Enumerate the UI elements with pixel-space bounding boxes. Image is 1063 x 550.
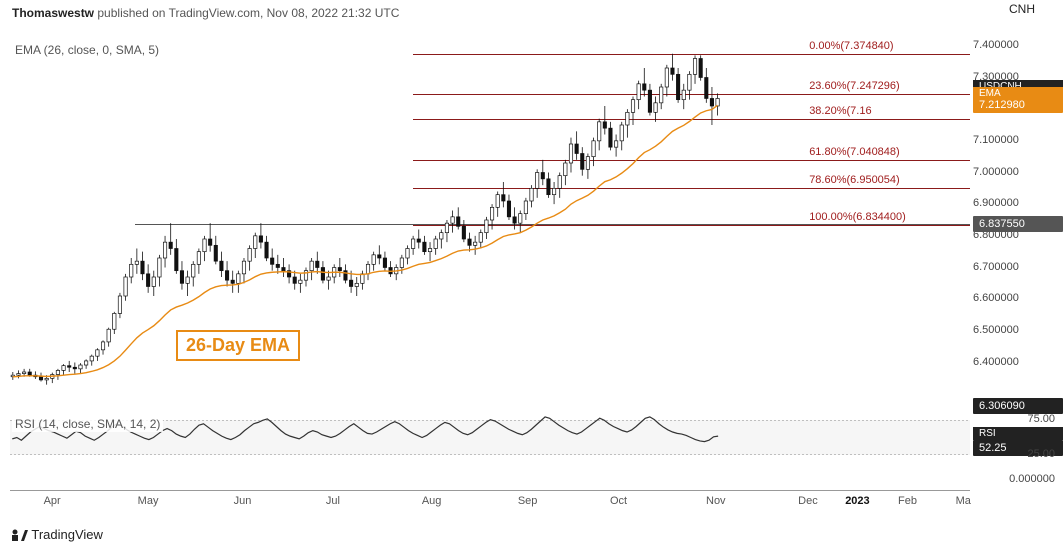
x-tick: Ma <box>956 495 971 507</box>
x-tick: Jul <box>326 495 340 507</box>
y-tick: 6.700000 <box>973 261 1053 273</box>
y-tick: 6.500000 <box>973 324 1053 336</box>
tradingview-logo-icon <box>12 529 28 541</box>
y-tick: 7.000000 <box>973 166 1053 178</box>
y-tick: 7.100000 <box>973 134 1053 146</box>
y-tick: 6.600000 <box>973 292 1053 304</box>
rsi-tag-label: RSI <box>973 427 1063 440</box>
price-chart[interactable] <box>10 30 970 410</box>
axis-tag-value: 7.212980 <box>973 97 1063 113</box>
x-tick: May <box>138 495 159 507</box>
y-axis-unit: CNH <box>1009 2 1035 16</box>
x-tick: Dec <box>798 495 818 507</box>
rsi-tick: 75.00 <box>1027 413 1055 425</box>
y-tick: 6.400000 <box>973 356 1053 368</box>
tradingview-branding: TradingView <box>12 527 103 542</box>
rsi-bottom-label: 0.000000 <box>1009 473 1055 485</box>
axis-tag-last: 6.306090 <box>973 398 1063 414</box>
author-name: Thomaswestw <box>12 6 94 20</box>
x-tick: 2023 <box>845 495 869 507</box>
x-axis: Apr May Jun Jul Aug Sep Oct Nov Dec 2023 Feb Ma <box>10 490 970 508</box>
axis-tag-value: 6.837550 <box>973 216 1063 232</box>
rsi-indicator-label: RSI (14, close, SMA, 14, 2) <box>12 416 163 432</box>
x-tick: Nov <box>706 495 726 507</box>
x-tick: Aug <box>422 495 442 507</box>
x-tick: Sep <box>518 495 538 507</box>
x-tick: Oct <box>610 495 627 507</box>
y-tick: 6.900000 <box>973 197 1053 209</box>
y-tick: 7.400000 <box>973 39 1053 51</box>
x-tick: Apr <box>44 495 61 507</box>
chart-header: Thomaswestw published on TradingView.com… <box>12 6 399 20</box>
publish-timestamp: Nov 08, 2022 21:32 UTC <box>267 6 400 20</box>
rsi-tick: 25.00 <box>1027 448 1055 460</box>
x-tick: Feb <box>898 495 917 507</box>
x-tick: Jun <box>234 495 252 507</box>
